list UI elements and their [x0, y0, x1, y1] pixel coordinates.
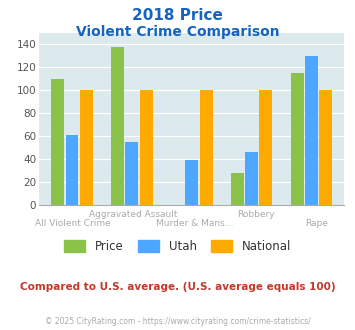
Text: Aggravated Assault: Aggravated Assault — [89, 210, 178, 218]
Legend: Price, Utah, National: Price, Utah, National — [58, 234, 297, 258]
Bar — [185, 160, 198, 205]
Bar — [51, 79, 64, 205]
Text: Murder & Mans...: Murder & Mans... — [156, 219, 234, 228]
Text: Rape: Rape — [305, 219, 328, 228]
Bar — [80, 90, 93, 205]
Bar — [245, 152, 258, 205]
Bar — [231, 173, 244, 205]
Bar — [291, 73, 304, 205]
Bar — [140, 90, 153, 205]
Text: Violent Crime Comparison: Violent Crime Comparison — [76, 25, 279, 39]
Bar — [200, 90, 213, 205]
Text: © 2025 CityRating.com - https://www.cityrating.com/crime-statistics/: © 2025 CityRating.com - https://www.city… — [45, 317, 310, 326]
Text: All Violent Crime: All Violent Crime — [35, 219, 110, 228]
Bar — [111, 47, 124, 205]
Bar — [320, 90, 332, 205]
Text: Robbery: Robbery — [237, 210, 275, 218]
Bar — [66, 135, 78, 205]
Bar — [125, 142, 138, 205]
Bar — [305, 56, 318, 205]
Bar — [260, 90, 272, 205]
Text: 2018 Price: 2018 Price — [132, 8, 223, 23]
Text: Compared to U.S. average. (U.S. average equals 100): Compared to U.S. average. (U.S. average … — [20, 282, 335, 292]
